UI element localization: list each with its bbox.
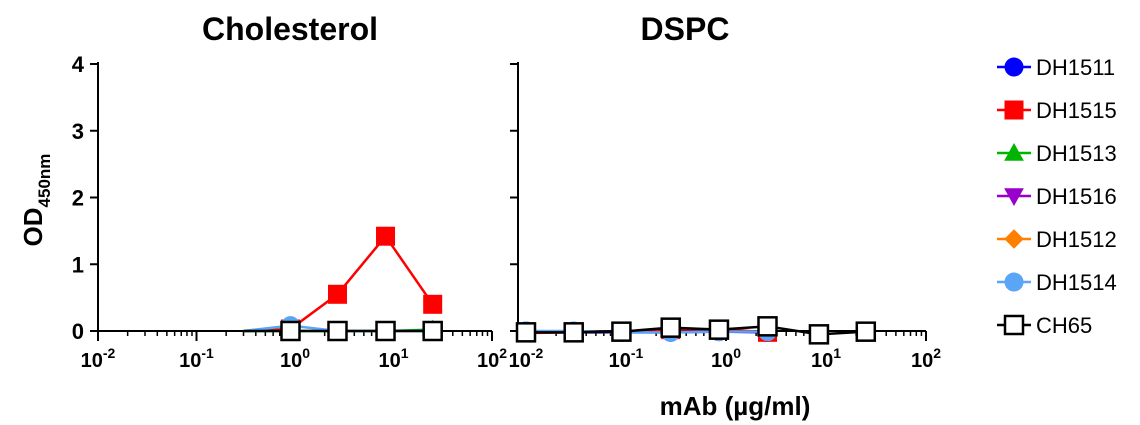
data-point-ch65 [375,320,396,342]
legend-item-dh1513: DH1513 [997,141,1117,166]
y-tick-label: 4 [72,52,85,77]
x-tick-label: 102 [911,345,941,372]
legend-item-dh1514: DH1514 [997,270,1117,295]
legend-marker [1004,272,1024,292]
legend-marker [1004,142,1024,161]
panel-title-cholesterol: Cholesterol [202,11,378,47]
panel-dspc: 10-2 10-1 100 101 102 [509,62,941,372]
legend-marker [1004,100,1024,120]
data-point-ch65 [708,319,730,340]
y-tick-label: 2 [72,186,84,211]
x-tick-label: 10-1 [179,345,214,372]
legend-marker [1004,229,1024,249]
legend-item-dh1512: DH1512 [997,227,1117,252]
legend-label: CH65 [1036,313,1092,338]
legend-item-dh1516: DH1516 [997,184,1117,209]
legend-label: DH1515 [1036,98,1117,123]
x-tick-label: 10-2 [509,345,544,372]
data-point-ch65 [422,320,443,342]
data-point-ch65 [563,322,584,343]
y-tick-label: 1 [72,252,84,277]
data-point-dh1515 [376,226,396,246]
data-point-ch65 [611,321,632,342]
data-point-dh1515 [423,294,443,314]
x-tick-label: 101 [378,345,408,372]
legend-item-dh1515: DH1515 [997,98,1117,123]
legend-label: DH1514 [1036,270,1117,295]
y-axis-label-main: OD [18,207,48,246]
legend-label: DH1511 [1036,55,1115,80]
y-tick-label: 3 [72,119,84,144]
legend-marker [1003,314,1025,336]
y-tick-label: 0 [72,319,84,344]
data-point-ch65 [855,321,877,342]
legend-marker [1004,188,1024,207]
data-point-ch65 [808,324,830,345]
legend-label: DH1513 [1036,141,1117,166]
legend-item-ch65: CH65 [997,313,1092,338]
x-tick-label: 101 [811,345,841,372]
data-point-ch65 [515,322,537,343]
legend-label: DH1512 [1036,227,1117,252]
panel-cholesterol: 0 1 2 3 4 10-2 10-1 100 101 102 [72,52,507,372]
y-axis-label-sub: 450nm [35,154,54,208]
data-point-dh1515 [327,284,347,304]
x-tick-label: 102 [477,345,507,372]
svg-text:OD450nm: OD450nm [18,154,54,247]
x-axis-label: mAb (µg/ml) [660,391,811,421]
series-line-dh1515 [243,234,434,333]
panel-title-dspc: DSPC [641,11,730,47]
legend-label: DH1516 [1036,184,1117,209]
data-point-ch65 [327,320,348,342]
y-axis-label: OD450nm [18,154,54,247]
x-tick-label: 100 [711,345,741,372]
x-tick-label: 10-2 [81,345,116,372]
legend-item-dh1511: DH1511 [997,55,1115,80]
legend: DH1511 DH1515 DH1513 DH1516 DH1512 DH1514 CH65 [997,55,1117,338]
legend-marker [1004,57,1024,77]
data-point-ch65 [757,316,778,337]
data-point-ch65 [280,320,301,342]
x-tick-label: 100 [280,345,310,372]
x-tick-label: 10-1 [609,345,644,372]
data-point-ch65 [660,317,681,338]
